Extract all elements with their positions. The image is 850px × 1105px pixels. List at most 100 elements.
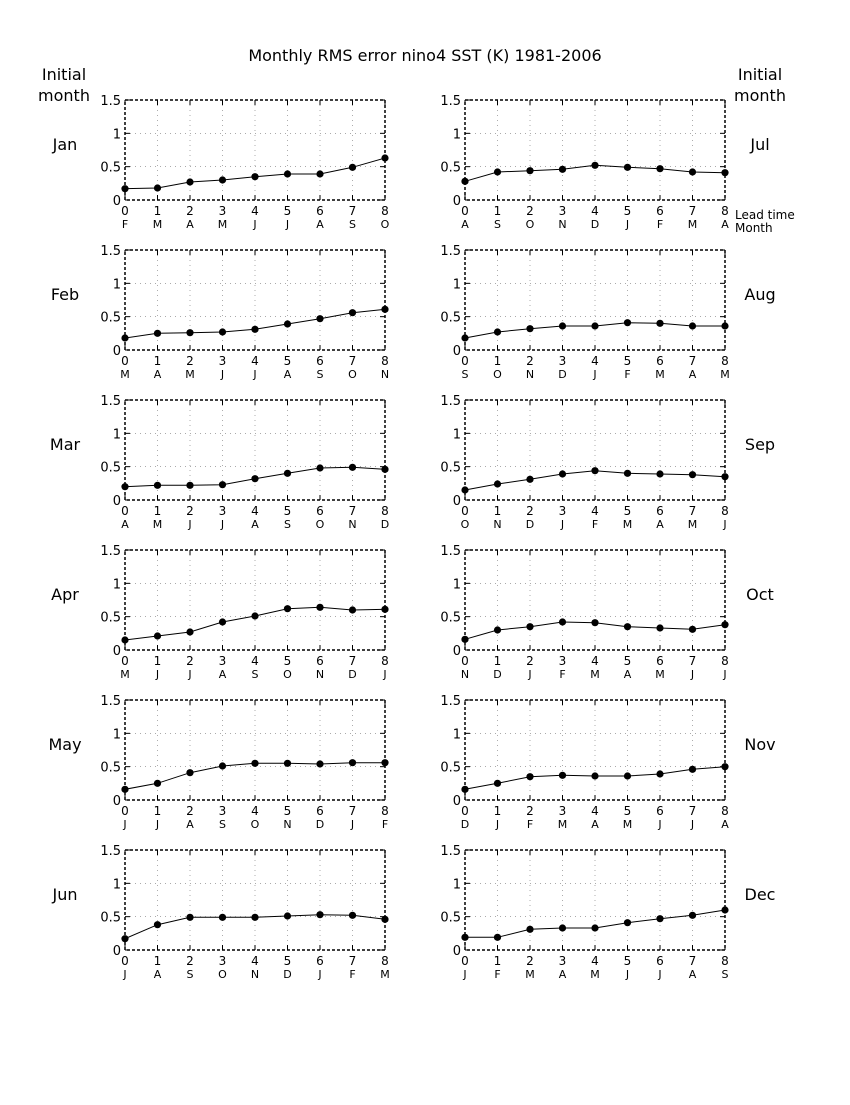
lead-time-label: Lead time (735, 208, 795, 222)
data-point (461, 486, 469, 494)
x-tick-label: 8 (381, 504, 389, 518)
data-point (721, 473, 729, 481)
x-tick-label: 3 (559, 204, 567, 218)
target-month-label: D (283, 968, 291, 981)
y-tick-label: 0.5 (440, 611, 461, 626)
target-month-label: M (590, 668, 600, 681)
data-point (153, 921, 162, 929)
x-tick-label: 3 (219, 804, 227, 818)
target-month-label: D (591, 218, 599, 231)
data-point (316, 315, 324, 323)
x-tick-label: 2 (526, 804, 534, 818)
target-month-label: A (461, 218, 469, 231)
target-month-label: M (525, 968, 535, 981)
data-point (316, 464, 324, 472)
data-point (153, 779, 162, 787)
target-month-label: M (623, 518, 633, 531)
data-point (526, 167, 534, 175)
data-point (591, 322, 599, 330)
x-tick-label: 6 (656, 954, 664, 968)
x-tick-label: 6 (656, 804, 664, 818)
x-tick-label: 1 (494, 504, 502, 518)
target-month-label: A (251, 518, 259, 531)
data-point (153, 329, 162, 337)
y-tick-label: 1 (113, 277, 121, 292)
initial-month-label: Jun (52, 885, 78, 904)
data-point (558, 618, 567, 626)
data-point (381, 605, 389, 613)
x-tick-label: 5 (284, 354, 292, 368)
data-point (121, 334, 129, 342)
x-tick-label: 5 (284, 654, 292, 668)
target-month-label: S (187, 968, 194, 981)
initial-month-label: May (48, 735, 81, 754)
data-point (381, 305, 389, 313)
target-month-label: S (284, 518, 291, 531)
y-tick-label: 0.5 (440, 911, 461, 926)
x-tick-label: 7 (689, 954, 697, 968)
y-tick-label: 0 (113, 344, 121, 359)
target-month-label: F (527, 818, 533, 831)
x-tick-label: 1 (494, 804, 502, 818)
data-point (121, 935, 129, 943)
x-tick-label: 2 (526, 354, 534, 368)
initial-month-label: Nov (744, 735, 775, 754)
data-point (283, 912, 292, 920)
y-tick-label: 1.5 (100, 544, 121, 559)
x-tick-label: 6 (656, 654, 664, 668)
target-month-label: O (526, 218, 535, 231)
y-tick-label: 1.5 (440, 394, 461, 409)
x-tick-label: 3 (559, 654, 567, 668)
target-month-label: S (219, 818, 226, 831)
x-tick-label: 1 (154, 504, 162, 518)
data-point (348, 606, 357, 614)
target-month-label: D (558, 368, 566, 381)
data-point (721, 906, 729, 914)
data-point (688, 322, 697, 330)
data-point (283, 759, 292, 767)
x-tick-label: 0 (461, 954, 469, 968)
x-tick-label: 8 (381, 954, 389, 968)
x-tick-label: 3 (559, 804, 567, 818)
y-tick-label: 1 (113, 577, 121, 592)
x-tick-label: 2 (526, 204, 534, 218)
data-point (526, 623, 534, 631)
target-month-label: N (461, 668, 469, 681)
target-month-label: M (655, 368, 665, 381)
target-month-label: M (380, 968, 390, 981)
x-tick-label: 4 (251, 204, 259, 218)
data-point (526, 925, 534, 933)
y-tick-label: 1.5 (100, 244, 121, 259)
target-month-label: M (688, 518, 698, 531)
x-tick-label: 8 (721, 654, 729, 668)
y-tick-label: 1.5 (440, 544, 461, 559)
data-point (721, 169, 729, 177)
x-tick-label: 6 (316, 354, 324, 368)
x-tick-label: 6 (316, 654, 324, 668)
data-point (721, 322, 729, 330)
data-point (656, 319, 664, 327)
target-month-label: F (624, 368, 630, 381)
x-tick-label: 3 (559, 954, 567, 968)
y-tick-label: 0.5 (100, 311, 121, 326)
target-month-label: A (624, 668, 632, 681)
target-month-label: F (657, 218, 663, 231)
data-point (623, 623, 632, 631)
target-month-label: O (316, 518, 325, 531)
target-month-label: J (155, 818, 159, 831)
x-tick-label: 6 (316, 804, 324, 818)
target-month-label: A (219, 668, 227, 681)
y-tick-label: 0 (453, 794, 461, 809)
data-point (591, 161, 599, 169)
x-tick-label: 4 (591, 654, 599, 668)
y-tick-label: 0 (113, 194, 121, 209)
x-tick-label: 3 (559, 354, 567, 368)
x-tick-label: 5 (624, 954, 632, 968)
initial-month-label: Aug (744, 285, 775, 304)
target-month-label: M (623, 818, 633, 831)
data-point (348, 309, 357, 317)
target-month-label: M (558, 818, 568, 831)
x-tick-label: 8 (721, 804, 729, 818)
x-tick-label: 7 (349, 504, 357, 518)
